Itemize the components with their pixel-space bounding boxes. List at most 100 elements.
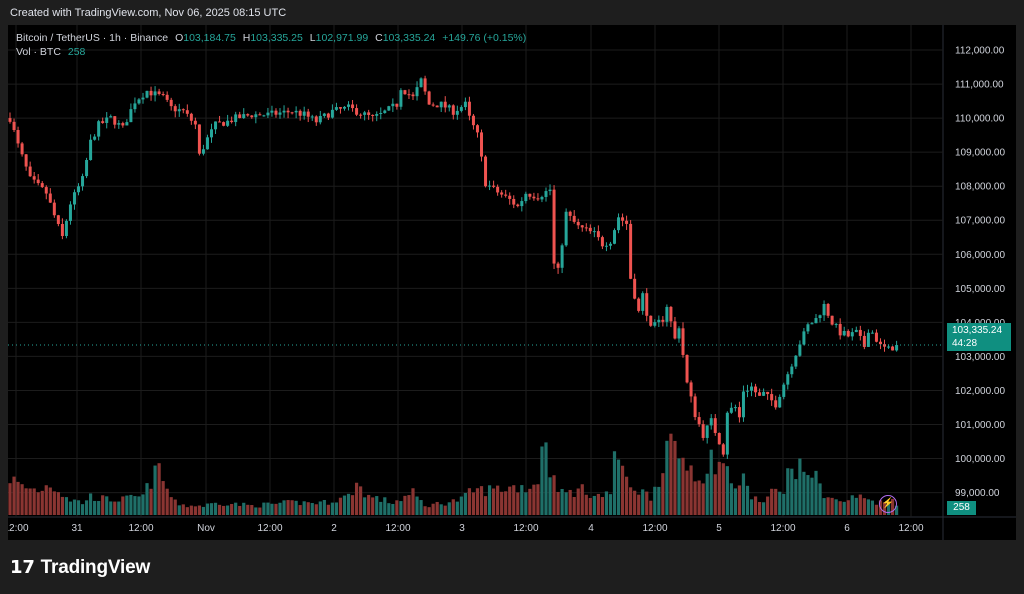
candle-body [153,91,157,96]
volume-bar [80,504,85,515]
candle-body [318,115,322,123]
candle-body [302,111,306,116]
candle-body [762,391,766,396]
candle-body [870,332,874,334]
candle-body [588,227,592,232]
volume-bar [508,486,512,515]
volume-bar [834,499,838,515]
volume-bar [802,471,806,515]
volume-bar [516,492,520,515]
candlestick-chart[interactable]: 112,000.00 111,000.00 110,000.00 109,000.00… [8,25,1016,540]
volume-bar [830,497,834,515]
volume-bar [733,488,737,515]
candle-body [802,331,806,345]
candle-body [665,306,669,322]
candle-body [548,189,552,192]
volume-bar [64,497,69,515]
candle-body [177,109,181,112]
candle-body [874,332,878,342]
last-price-label: 103,335.24 44:28 [947,323,1011,351]
candle-body [782,384,786,397]
candle-body [326,113,330,118]
x-tick-label: 6 [844,523,850,534]
open-value: 103,184.75 [183,32,236,44]
x-tick-label: Nov [197,523,215,534]
candle-body [20,143,24,155]
candle-body [185,110,189,114]
candle-body [133,103,137,110]
volume-bar [403,495,407,515]
volume-bar [818,483,822,515]
x-tick-label: 12:00 [385,523,410,534]
volume-bar [165,488,169,515]
volume-bar [105,496,109,515]
candle-body [705,425,709,438]
candle-body [270,110,274,113]
candle-body [653,322,657,326]
candle-body [197,124,201,154]
volume-bar [729,483,733,515]
chart-area[interactable]: 112,000.00 111,000.00 110,000.00 109,000.00… [8,25,1016,540]
volume-bar [532,484,536,515]
volume-bar [173,499,177,515]
candle-body [113,116,117,125]
volume-bar [419,500,423,515]
x-tick-label: 12:00 [898,523,923,534]
candle-body [697,417,701,425]
candle-body [278,112,282,115]
candle-body [858,329,862,336]
y-tick-label: 103,000.00 [955,352,1005,363]
y-tick-label: 101,000.00 [955,420,1005,431]
volume-bar [72,499,77,515]
volume-bar [278,502,282,515]
change-value: +149.76 (+0.15%) [442,32,527,44]
volume-bar [52,491,56,515]
volume-bar [713,474,717,515]
volume-bar [689,465,693,515]
candle-body [32,176,36,180]
volume-bar [814,470,818,515]
candle-body [201,149,205,154]
volume-bar [709,449,713,515]
x-tick-label: 31 [71,523,83,534]
candle-body [725,412,729,455]
volume-bar [790,468,794,515]
candle-body [794,355,798,367]
candle-body [226,120,230,126]
volume-bar [612,451,617,515]
candle-body [435,105,439,108]
volume-bar [20,484,24,515]
volume-bar [133,496,137,515]
candle-body [693,396,697,418]
volume-bar [850,495,854,515]
candle-body [347,104,351,107]
candle-body [443,101,447,108]
candle-body [850,332,854,337]
lightning-icon[interactable]: ⚡ [879,495,897,513]
candle-body [230,120,234,123]
volume-bar [201,506,206,515]
y-tick-label: 112,000.00 [955,46,1005,57]
candle-body [778,396,782,408]
candle-body [657,319,661,323]
volume-bar [447,502,451,515]
high-key: H [242,32,251,44]
candle-body [806,324,810,332]
volume-bar [895,505,899,515]
volume-bar [217,504,222,515]
volume-bar [669,433,673,515]
volume-bar [254,507,258,515]
candle-body [580,225,584,228]
volume-bar [153,465,157,515]
candle-body [463,101,467,108]
candle-body [109,116,113,118]
volume-bar [350,495,355,515]
y-tick-label: 110,000.00 [955,114,1005,125]
candle-body [36,179,40,184]
candle-body [564,211,568,246]
volume-bar [391,503,395,515]
volume-bar [685,470,689,515]
volume-bar [874,504,879,515]
volume-bar [459,496,463,515]
candle-body [866,332,870,347]
